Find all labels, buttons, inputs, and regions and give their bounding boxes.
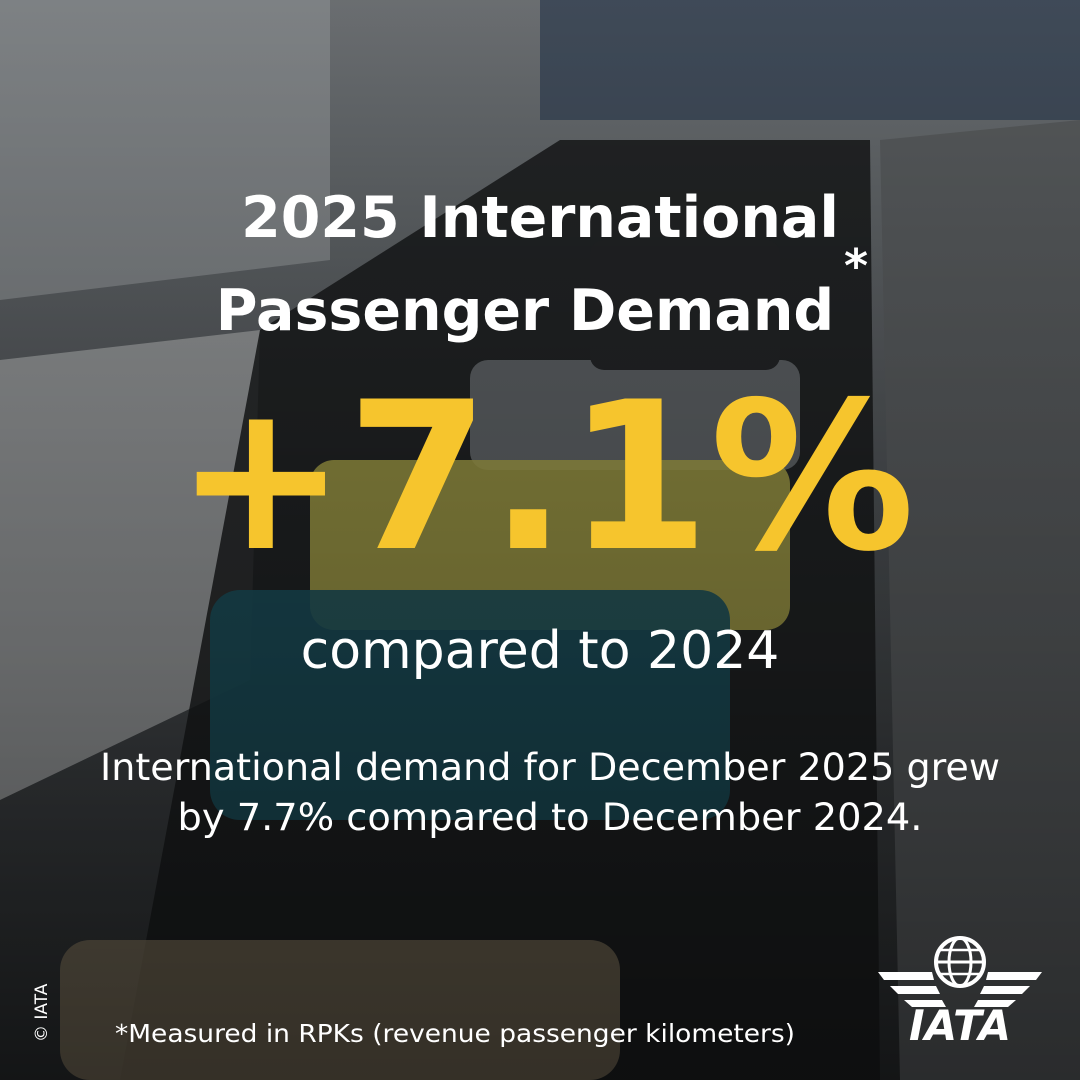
body-line: by 7.7% compared to December 2024. <box>178 796 923 839</box>
copyright: © IATA <box>32 983 52 1042</box>
headline-comparison: compared to 2024 <box>301 621 780 681</box>
footnote: *Measured in RPKs (revenue passenger kil… <box>115 1019 795 1048</box>
headline-figure: +7.1% <box>175 359 915 597</box>
title-line: 2025 International <box>241 185 839 251</box>
body-line: International demand for December 2025 g… <box>100 746 1000 789</box>
logo-text: IATA <box>909 1001 1011 1050</box>
iata-logo: IATA <box>878 936 1042 1050</box>
title-asterisk: * <box>844 239 868 293</box>
title-line: Passenger Demand <box>216 278 834 344</box>
